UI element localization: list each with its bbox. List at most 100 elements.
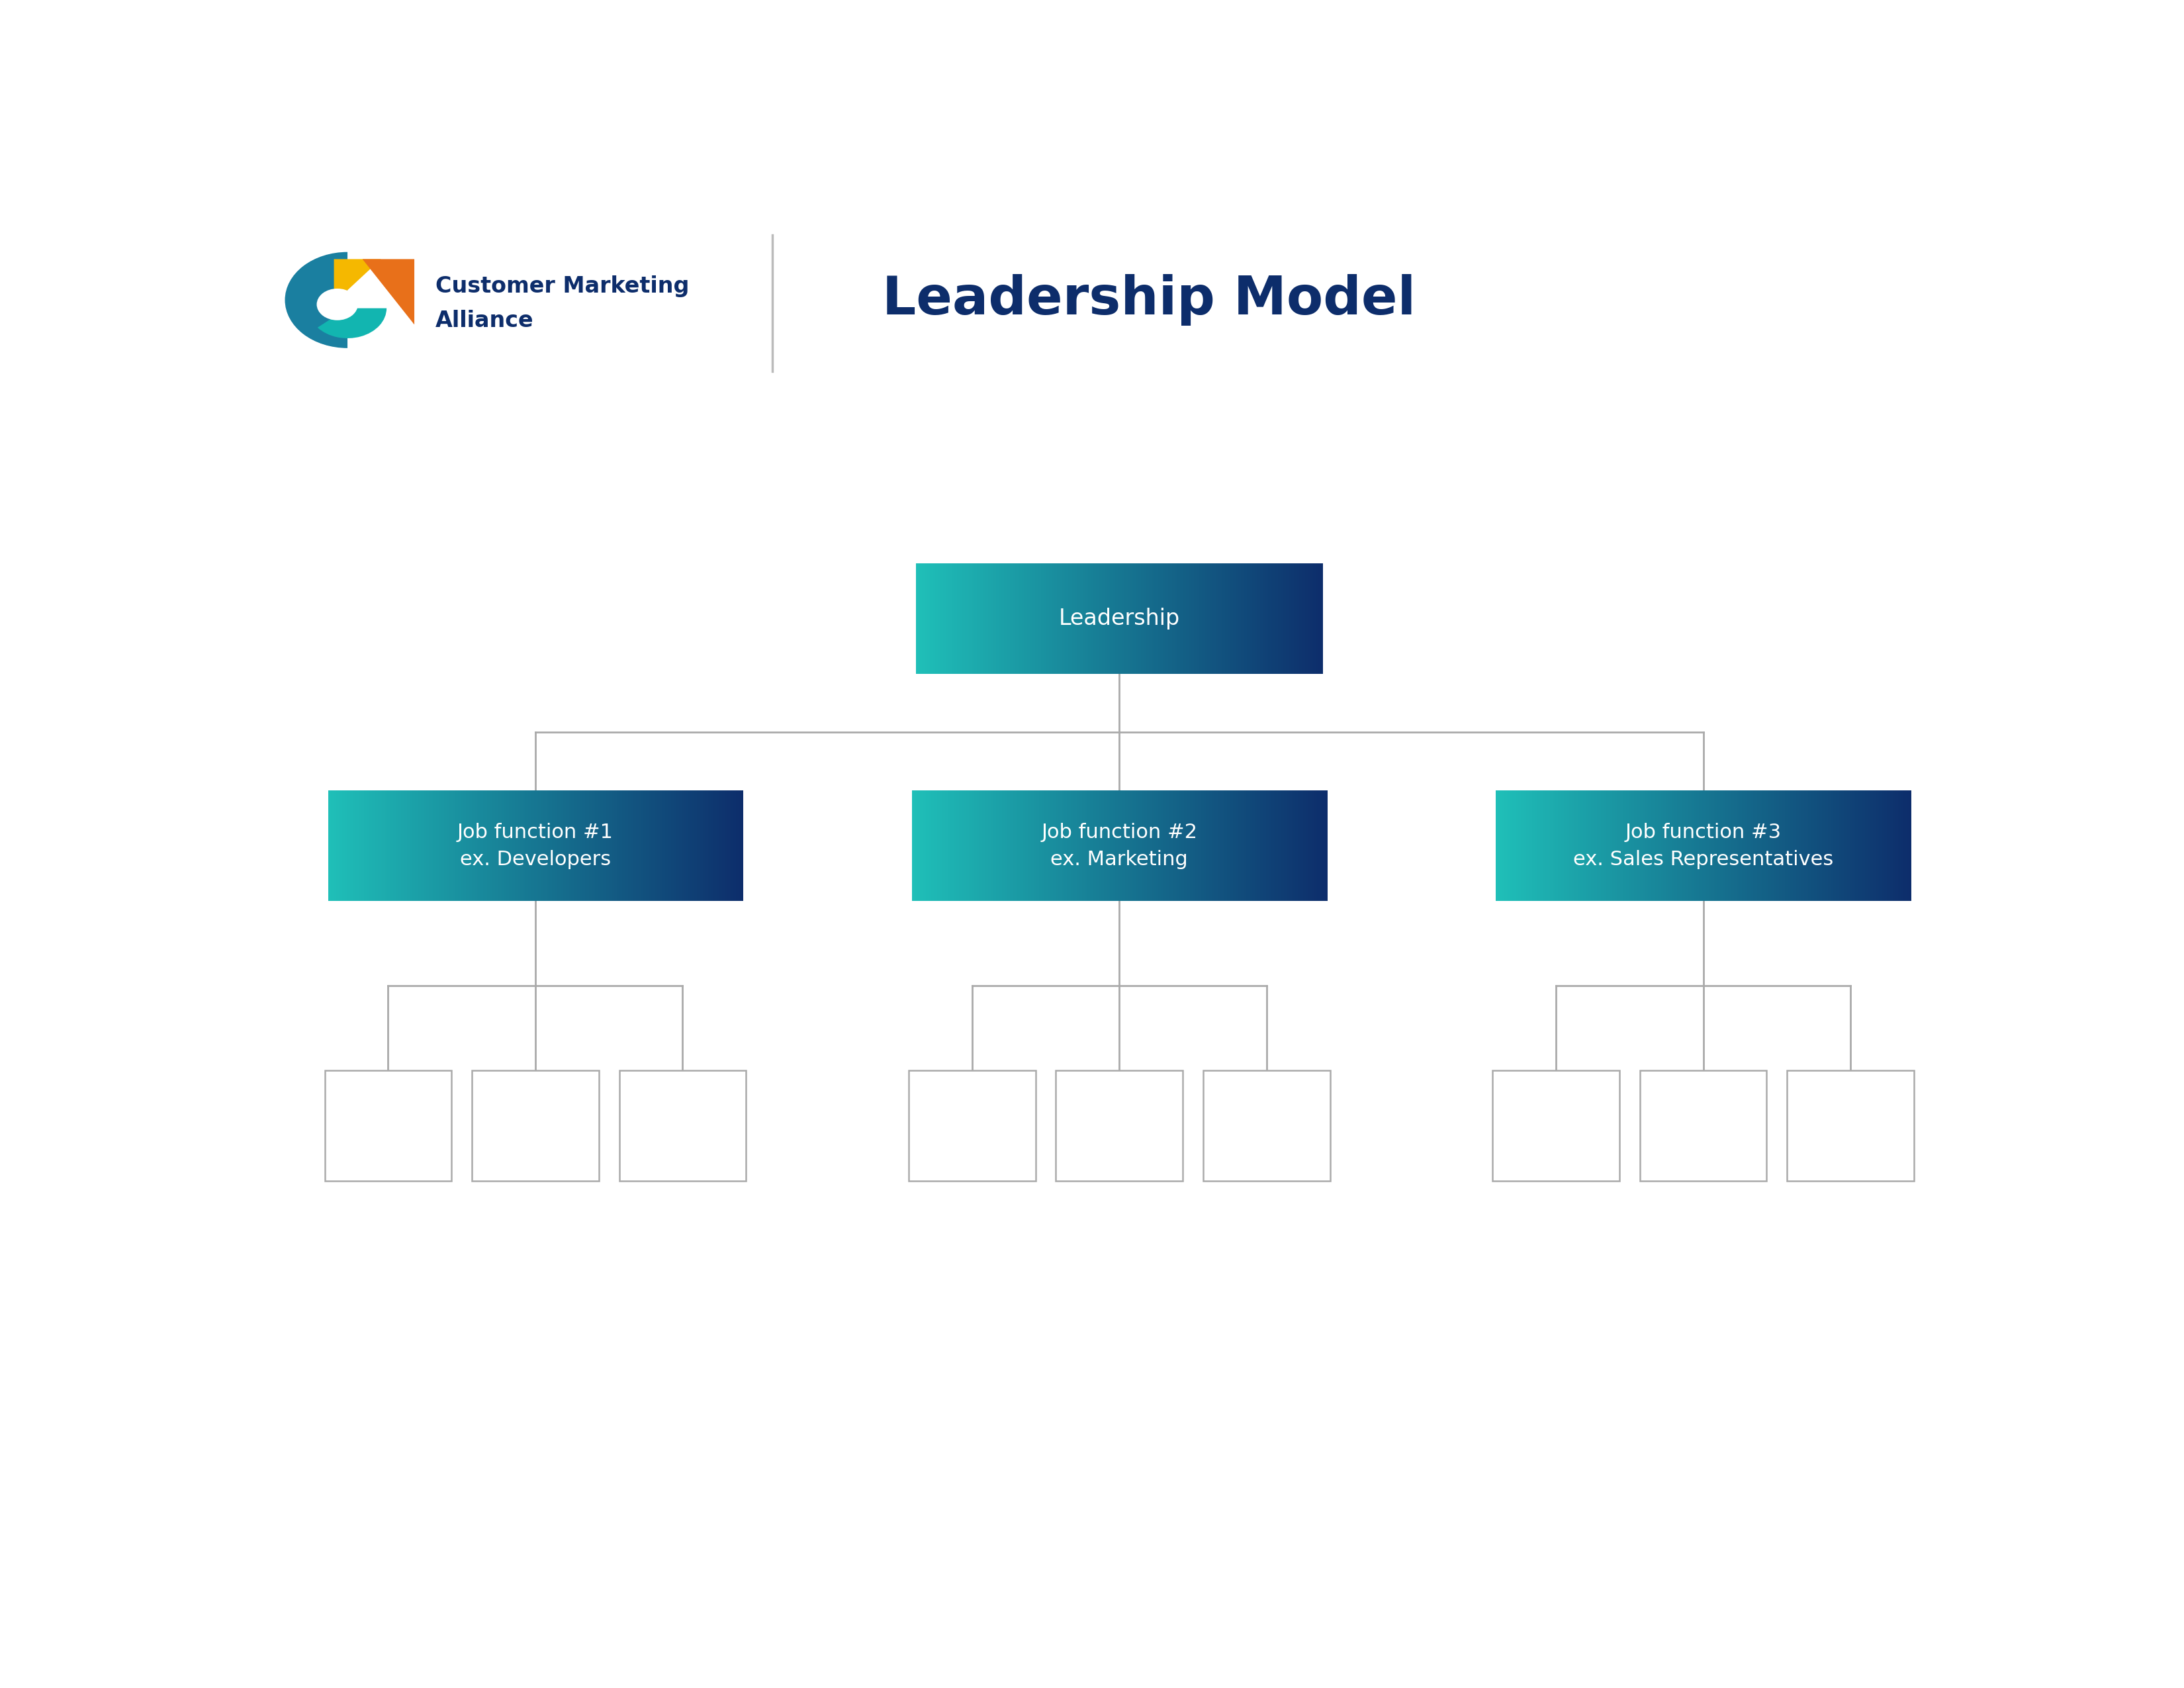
- Bar: [330, 790, 332, 901]
- Bar: [373, 790, 376, 901]
- Bar: [1133, 790, 1136, 901]
- Bar: [1776, 790, 1778, 901]
- Bar: [1878, 790, 1880, 901]
- Bar: [1889, 790, 1891, 901]
- Bar: [1699, 790, 1701, 901]
- Bar: [970, 564, 972, 674]
- Bar: [1817, 790, 1819, 901]
- Bar: [1503, 790, 1505, 901]
- Bar: [688, 790, 690, 901]
- Bar: [1828, 790, 1830, 901]
- Bar: [1304, 564, 1306, 674]
- Bar: [1599, 790, 1601, 901]
- Bar: [1206, 564, 1208, 674]
- Bar: [1123, 564, 1125, 674]
- Bar: [1859, 790, 1861, 901]
- Bar: [1535, 790, 1538, 901]
- Bar: [1168, 790, 1171, 901]
- Bar: [341, 790, 343, 901]
- Bar: [1894, 790, 1896, 901]
- Bar: [612, 790, 614, 901]
- Bar: [1640, 1070, 1767, 1180]
- Bar: [1688, 790, 1690, 901]
- Bar: [1673, 790, 1675, 901]
- Bar: [522, 790, 524, 901]
- Bar: [1042, 790, 1044, 901]
- Bar: [531, 790, 533, 901]
- Bar: [1234, 564, 1236, 674]
- Bar: [1522, 790, 1524, 901]
- Bar: [1304, 564, 1306, 674]
- Bar: [1293, 790, 1295, 901]
- Bar: [1907, 790, 1909, 901]
- Bar: [568, 790, 570, 901]
- Bar: [1140, 790, 1142, 901]
- Bar: [954, 564, 957, 674]
- Bar: [1118, 564, 1123, 674]
- Bar: [1623, 790, 1625, 901]
- Bar: [985, 790, 987, 901]
- Bar: [1256, 790, 1258, 901]
- Bar: [721, 790, 723, 901]
- Bar: [1116, 790, 1118, 901]
- Bar: [976, 790, 978, 901]
- Bar: [954, 790, 957, 901]
- Bar: [511, 790, 513, 901]
- Bar: [535, 790, 537, 901]
- Bar: [391, 790, 393, 901]
- Bar: [981, 564, 983, 674]
- Bar: [1081, 564, 1083, 674]
- Bar: [1315, 564, 1317, 674]
- Bar: [1540, 790, 1542, 901]
- Bar: [1190, 564, 1192, 674]
- Bar: [1035, 564, 1037, 674]
- Bar: [1653, 790, 1655, 901]
- Bar: [1297, 790, 1299, 901]
- Bar: [1514, 790, 1516, 901]
- Bar: [1797, 790, 1800, 901]
- Bar: [1776, 790, 1778, 901]
- Bar: [1730, 790, 1732, 901]
- Bar: [1133, 564, 1136, 674]
- Bar: [679, 790, 681, 901]
- Bar: [719, 790, 721, 901]
- Bar: [1289, 790, 1291, 901]
- Bar: [1282, 564, 1284, 674]
- Bar: [1048, 564, 1051, 674]
- Bar: [666, 790, 668, 901]
- Bar: [719, 790, 721, 901]
- Bar: [1206, 790, 1208, 901]
- Bar: [1649, 790, 1651, 901]
- Bar: [961, 790, 963, 901]
- Bar: [470, 790, 472, 901]
- Bar: [585, 790, 587, 901]
- Bar: [1147, 790, 1149, 901]
- Bar: [915, 790, 917, 901]
- Bar: [609, 790, 612, 901]
- Bar: [526, 790, 529, 901]
- Bar: [1787, 1070, 1913, 1180]
- Bar: [1789, 790, 1791, 901]
- Bar: [411, 790, 413, 901]
- Bar: [1284, 790, 1286, 901]
- Bar: [946, 564, 948, 674]
- Bar: [1203, 790, 1206, 901]
- Bar: [1173, 790, 1175, 901]
- Bar: [1275, 564, 1278, 674]
- Bar: [1804, 790, 1806, 901]
- Bar: [494, 790, 496, 901]
- Bar: [738, 790, 740, 901]
- Bar: [1096, 564, 1099, 674]
- Bar: [1651, 790, 1653, 901]
- Polygon shape: [363, 258, 415, 324]
- Bar: [1099, 564, 1101, 674]
- Bar: [1269, 790, 1271, 901]
- Bar: [1201, 564, 1203, 674]
- Bar: [1511, 790, 1514, 901]
- Bar: [1778, 790, 1780, 901]
- Bar: [334, 790, 336, 901]
- Bar: [426, 790, 428, 901]
- Bar: [1016, 564, 1018, 674]
- Bar: [1302, 564, 1304, 674]
- Bar: [1064, 790, 1066, 901]
